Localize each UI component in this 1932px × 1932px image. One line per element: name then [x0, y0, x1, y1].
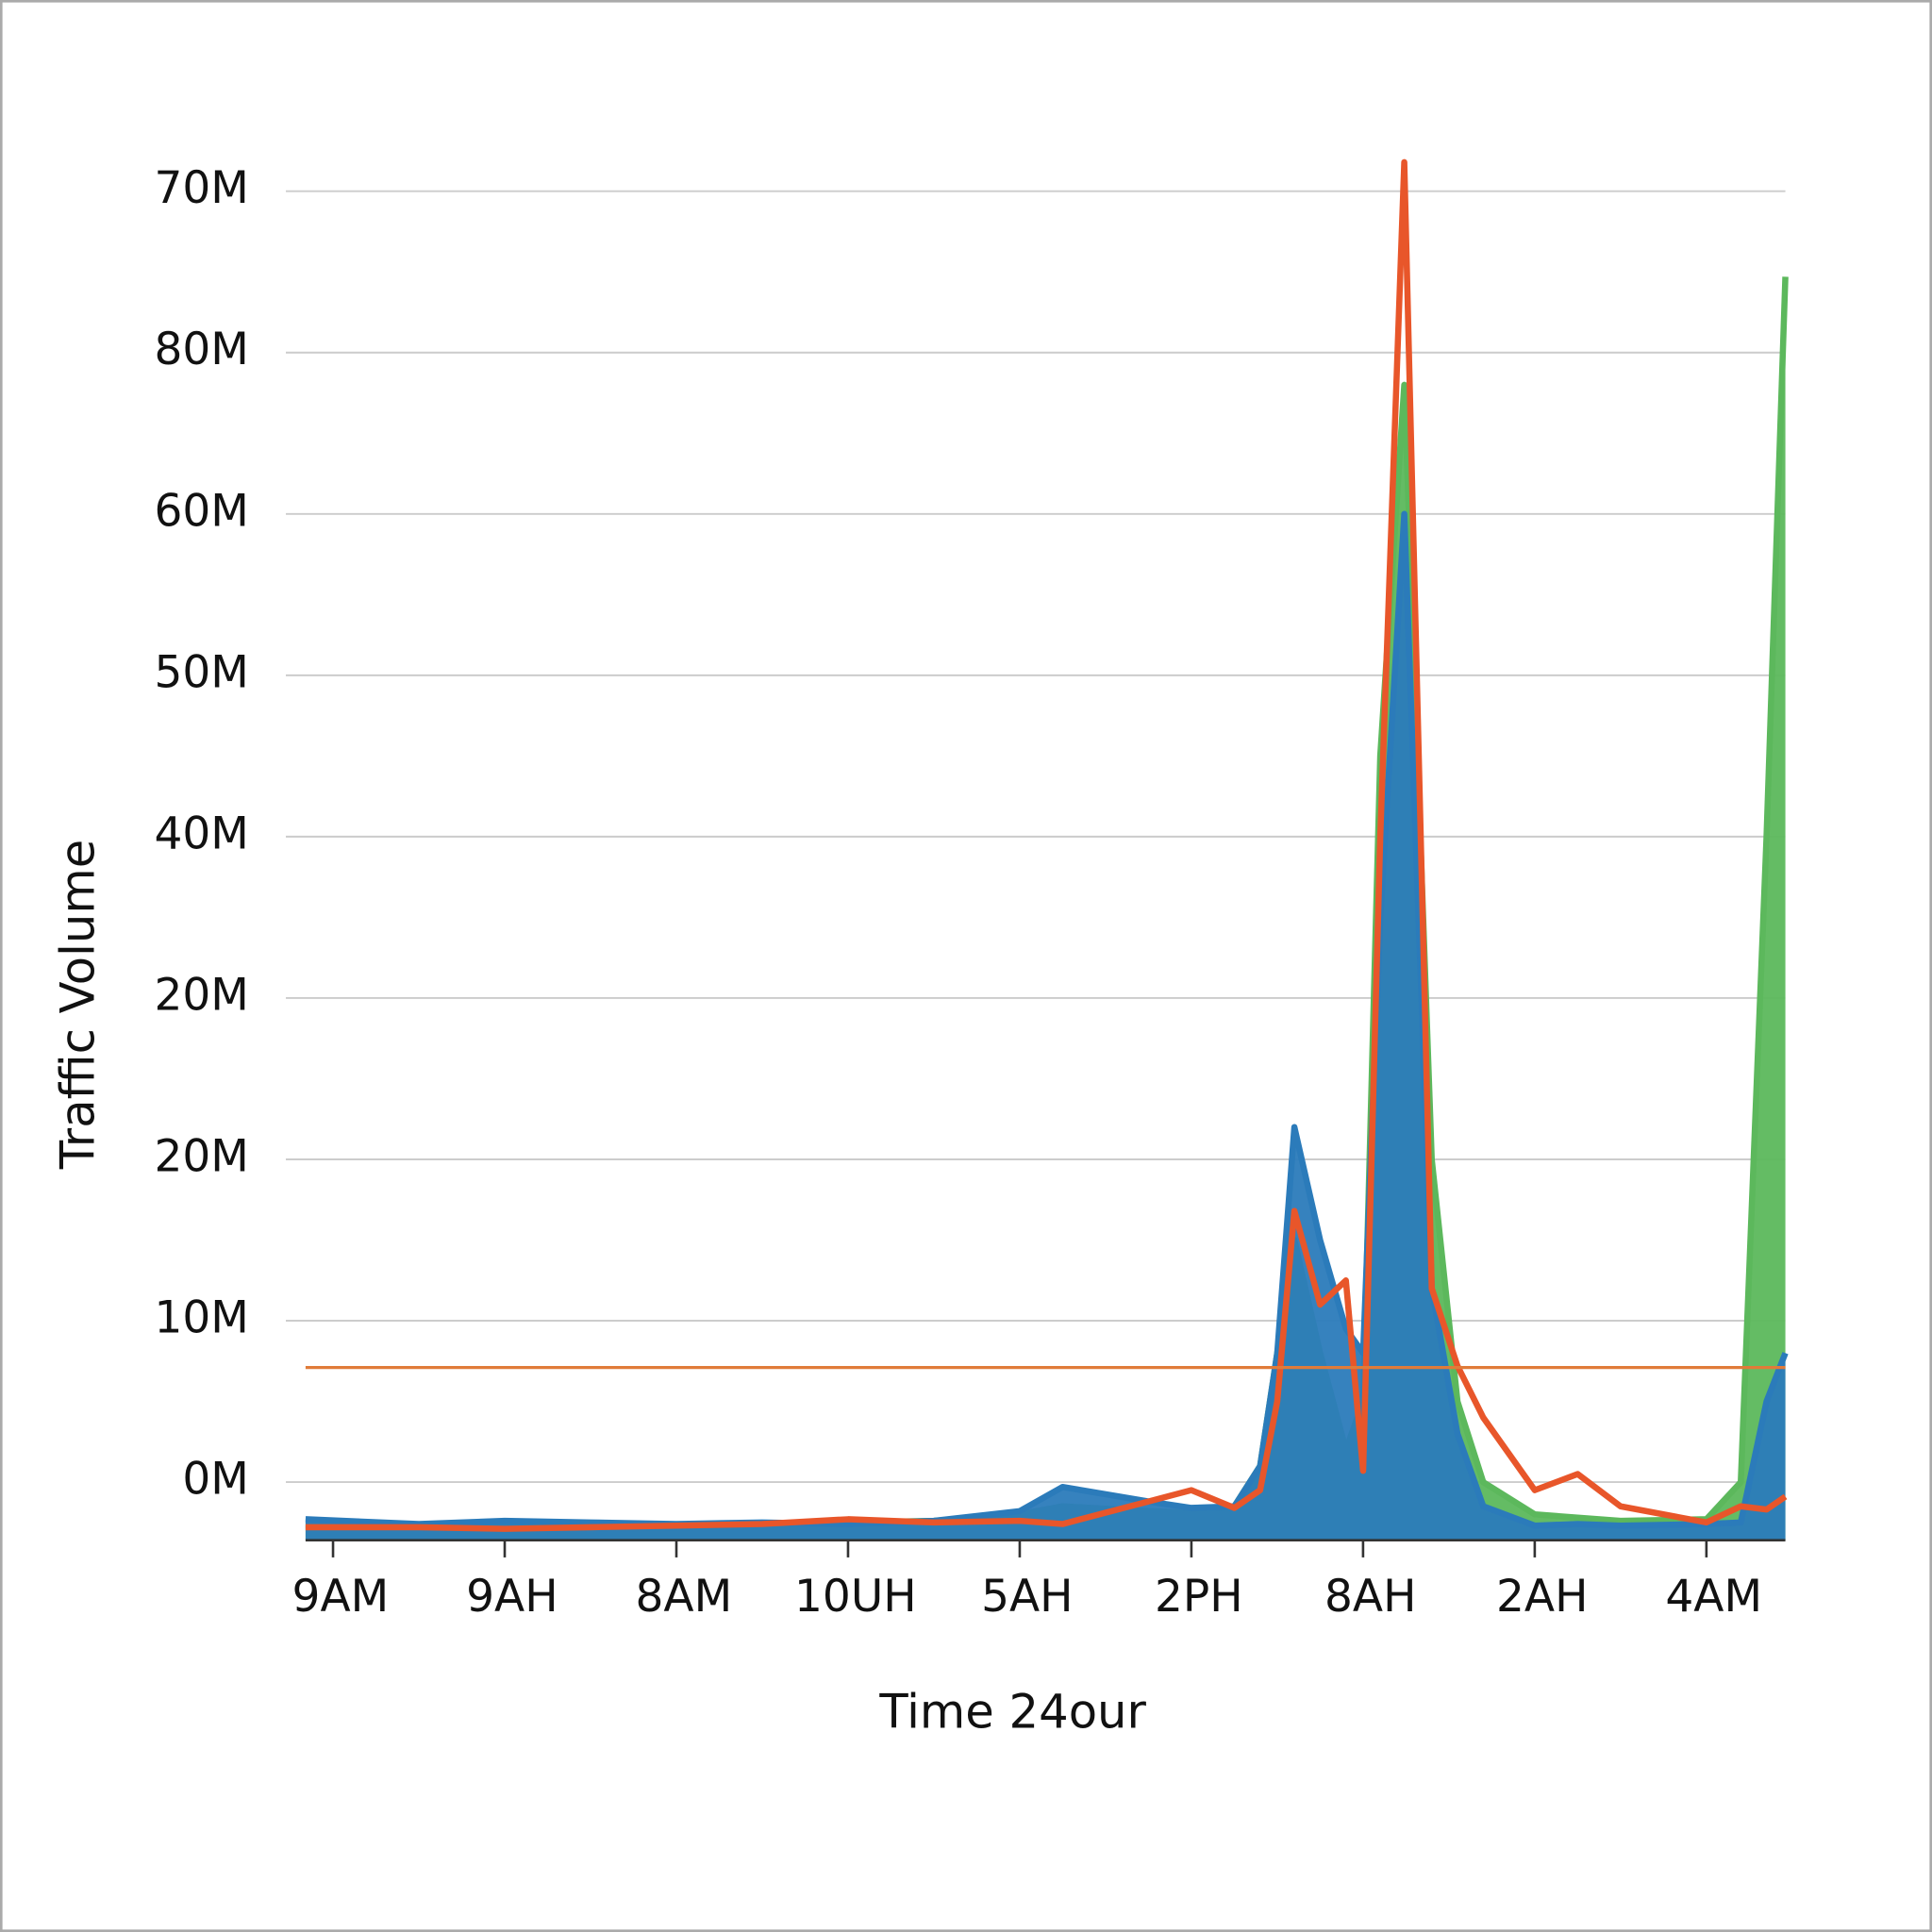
- x-tick-label: 10UH: [794, 1571, 917, 1623]
- y-tick-label: 20M: [154, 969, 248, 1021]
- x-tick-label: 5AH: [981, 1571, 1073, 1623]
- x-tick-label: 8AM: [636, 1571, 733, 1623]
- x-tick-label: 2PH: [1155, 1571, 1243, 1623]
- y-tick-label: 0M: [182, 1454, 248, 1506]
- y-tick-label: 10M: [154, 1292, 248, 1344]
- x-tick-label: 9AM: [292, 1571, 390, 1623]
- y-tick-label: 50M: [154, 646, 248, 698]
- area: [305, 513, 1786, 1541]
- x-tick-label: 2AH: [1496, 1571, 1588, 1623]
- y-tick-label: 70M: [154, 162, 248, 214]
- line: [305, 158, 1788, 1532]
- x-tick-label: 8AH: [1324, 1571, 1416, 1623]
- y-tick-label: 60M: [154, 485, 248, 537]
- x-tick-label: 4AM: [1665, 1571, 1762, 1623]
- y-tick-label: 40M: [154, 808, 248, 859]
- y-tick-label: 20M: [154, 1130, 248, 1182]
- y-axis-label: Traffic Volume: [51, 840, 106, 1170]
- x-axis-label: Time 24our: [878, 1685, 1146, 1740]
- y-tick-label: 80M: [154, 324, 248, 375]
- x-tick-label: 9AH: [466, 1571, 558, 1623]
